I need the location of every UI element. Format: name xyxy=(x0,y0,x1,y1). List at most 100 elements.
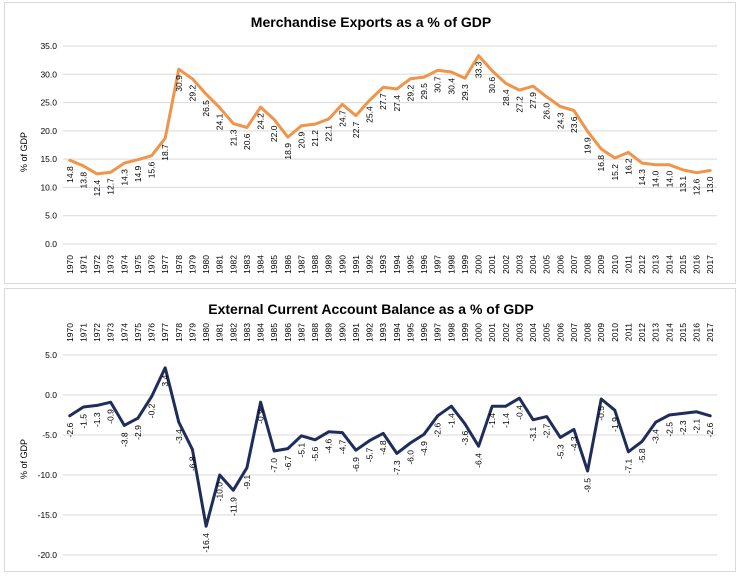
x-tick-label: 1982 xyxy=(228,323,238,342)
data-point xyxy=(586,130,589,133)
x-tick-label: 2015 xyxy=(678,323,688,342)
y-tick-label: 0.0 xyxy=(45,239,57,249)
data-point xyxy=(109,170,112,174)
data-label: -16.4 xyxy=(201,533,211,553)
data-label: 18.7 xyxy=(160,144,170,161)
data-label: 29.3 xyxy=(460,84,470,101)
data-label: 14.8 xyxy=(65,166,75,183)
data-point xyxy=(381,86,385,89)
y-tick-label: 30.0 xyxy=(40,69,57,79)
x-tick-label: 1983 xyxy=(242,323,252,342)
data-label: -3.4 xyxy=(651,429,661,444)
data-label: 13.0 xyxy=(705,176,715,193)
data-label: 15.2 xyxy=(610,164,620,181)
data-point xyxy=(163,366,167,369)
data-point xyxy=(490,69,494,73)
data-label: 25.4 xyxy=(365,106,375,123)
x-tick-label: 1999 xyxy=(460,323,470,342)
x-tick-label: 2009 xyxy=(596,323,606,342)
data-label: -2.7 xyxy=(542,423,552,438)
x-tick-label: 1992 xyxy=(365,255,375,274)
x-tick-label: 2014 xyxy=(664,323,674,342)
data-label: 14.9 xyxy=(133,165,143,182)
data-label: -5.8 xyxy=(637,448,647,463)
data-label: 29.2 xyxy=(405,85,415,102)
x-tick-label: 2004 xyxy=(528,323,538,342)
data-label: -7.1 xyxy=(623,459,633,474)
x-tick-label: 2001 xyxy=(487,255,497,274)
data-point xyxy=(354,449,358,452)
x-tick-label: 2015 xyxy=(678,255,688,274)
x-tick-label: 1994 xyxy=(392,323,402,342)
x-tick-label: 1993 xyxy=(378,323,388,342)
data-point xyxy=(409,77,412,81)
data-label: 14.3 xyxy=(119,169,129,186)
data-label: 23.6 xyxy=(569,116,579,133)
y-tick-label: 15.0 xyxy=(40,154,57,164)
x-tick-label: 1982 xyxy=(228,255,238,274)
data-label: 14.0 xyxy=(664,171,674,188)
data-point xyxy=(681,168,685,172)
data-point xyxy=(654,421,657,424)
data-label: -4.3 xyxy=(569,436,579,451)
x-tick-label: 1976 xyxy=(147,323,157,342)
data-point xyxy=(504,82,508,85)
x-tick-label: 2016 xyxy=(692,255,702,274)
data-point xyxy=(381,432,385,435)
exports-chart-panel: Merchandise Exports as a % of GDP % of G… xyxy=(4,2,736,284)
y-tick-label: 5.0 xyxy=(45,350,57,360)
data-point xyxy=(463,77,467,80)
data-point xyxy=(259,401,262,404)
data-point xyxy=(627,450,630,453)
x-tick-label: 1975 xyxy=(133,323,143,342)
data-point xyxy=(572,109,576,112)
exports-y-axis-label: % of GDP xyxy=(19,132,29,172)
x-tick-label: 1981 xyxy=(215,255,225,274)
x-tick-label: 1991 xyxy=(351,323,361,342)
data-point xyxy=(232,122,235,125)
data-label: 24.1 xyxy=(215,113,225,130)
data-point xyxy=(82,405,85,409)
current-account-chart: External Current Account Balance as a % … xyxy=(19,301,717,560)
data-point xyxy=(95,172,99,176)
data-label: 13.8 xyxy=(78,172,88,189)
data-point xyxy=(272,449,276,453)
data-label: 29.2 xyxy=(187,85,197,102)
x-tick-label: 1998 xyxy=(446,323,456,342)
x-tick-label: 1979 xyxy=(187,323,197,342)
data-point xyxy=(450,70,453,74)
series-line xyxy=(68,54,712,176)
x-tick-label: 1974 xyxy=(119,323,129,342)
data-point xyxy=(708,169,712,172)
data-label: 27.9 xyxy=(528,92,538,109)
data-point xyxy=(245,126,249,129)
x-tick-label: 1984 xyxy=(256,323,266,342)
data-point xyxy=(82,164,85,168)
series-line xyxy=(68,366,712,528)
data-label: 27.2 xyxy=(514,96,524,113)
x-tick-label: 1977 xyxy=(160,323,170,342)
data-point xyxy=(341,103,344,106)
y-tick-label: -5.0 xyxy=(42,430,57,440)
data-label: -3.6 xyxy=(460,431,470,446)
data-point xyxy=(395,87,399,91)
data-label: 12.4 xyxy=(92,180,102,197)
data-label: -4.9 xyxy=(419,441,429,456)
x-tick-label: 1990 xyxy=(337,255,347,274)
data-point xyxy=(300,434,303,437)
data-point xyxy=(450,405,453,408)
x-tick-label: 1988 xyxy=(310,255,320,274)
data-point xyxy=(627,151,630,154)
data-point xyxy=(218,473,221,477)
x-tick-label: 2003 xyxy=(514,255,524,274)
data-label: 14.0 xyxy=(651,171,661,188)
data-label: -9.1 xyxy=(242,475,252,490)
data-label: -3.1 xyxy=(528,427,538,442)
x-tick-label: 1975 xyxy=(133,255,143,274)
data-label: -11.9 xyxy=(228,497,238,516)
data-label: 24.7 xyxy=(337,110,347,127)
x-tick-label: 1992 xyxy=(365,323,375,342)
data-label: 3.4 xyxy=(160,375,170,387)
data-point xyxy=(531,418,535,421)
data-label: 12.6 xyxy=(692,178,702,195)
